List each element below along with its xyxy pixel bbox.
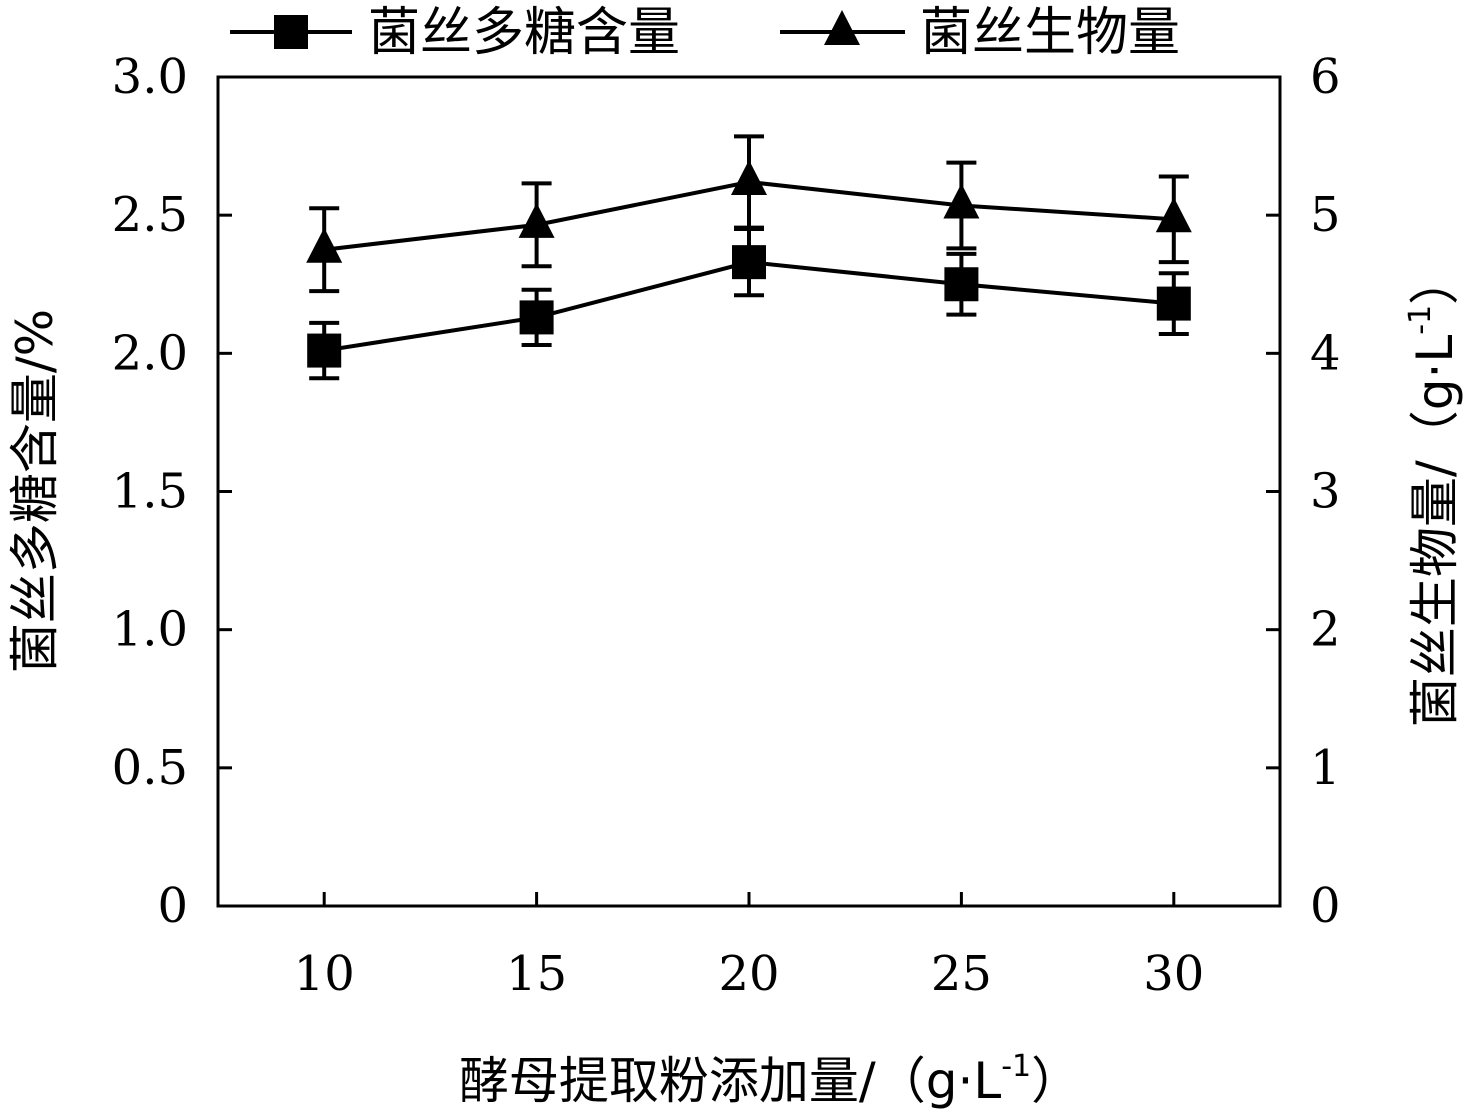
left-tick-label: 0 [157, 878, 188, 934]
legend-square-marker [274, 15, 308, 49]
data-point [519, 300, 554, 335]
right-tick-label: 0 [1310, 878, 1341, 934]
data-point [944, 267, 979, 302]
x-tick-label: 20 [718, 946, 779, 1002]
legend-triangle-marker [824, 10, 860, 45]
legend-label: 菌丝多糖含量 [368, 3, 680, 63]
x-tick-label: 15 [506, 946, 567, 1002]
x-tick-label: 25 [931, 946, 992, 1002]
data-point [306, 227, 343, 263]
right-tick-label: 6 [1310, 49, 1341, 105]
data-point [943, 183, 980, 219]
data-point [307, 333, 342, 368]
left-tick-label: 2.5 [112, 187, 188, 243]
x-axis-title: 酵母提取粉添加量/（g·L-1） [459, 1049, 1081, 1110]
data-point [518, 202, 555, 238]
right-tick-label: 4 [1310, 325, 1341, 381]
data-point [1155, 197, 1192, 233]
left-tick-label: 1.0 [112, 602, 188, 658]
data-point [732, 245, 766, 280]
right-tick-label: 3 [1310, 464, 1341, 520]
x-tick-label: 10 [294, 946, 355, 1002]
right-tick-label: 2 [1310, 602, 1341, 658]
data-point [1156, 286, 1191, 321]
right-tick-label: 5 [1310, 187, 1341, 243]
series-triangle [306, 134, 1192, 294]
right-tick-label: 1 [1310, 740, 1341, 796]
right-axis-title: 菌丝生物量/（g·L-1） [1403, 255, 1464, 727]
series-square [307, 226, 1191, 381]
legend-label: 菌丝生物量 [920, 3, 1180, 63]
left-tick-label: 3.0 [112, 49, 188, 105]
series-layer [306, 134, 1192, 381]
left-tick-label: 0.5 [112, 740, 188, 796]
left-axis-title: 菌丝多糖含量/% [6, 309, 64, 673]
right-axis: 0 1 2 3 4 5 6 [1266, 49, 1341, 934]
left-tick-label: 2.0 [112, 325, 188, 381]
left-axis: 0 0.5 1.0 1.5 2.0 2.5 3.0 [112, 49, 232, 934]
data-point [731, 160, 767, 196]
x-tick-label: 30 [1143, 946, 1204, 1002]
x-axis: 10 15 20 25 30 [294, 892, 1204, 1002]
legend: 菌丝多糖含量 菌丝生物量 [230, 3, 1180, 63]
left-tick-label: 1.5 [112, 464, 188, 520]
